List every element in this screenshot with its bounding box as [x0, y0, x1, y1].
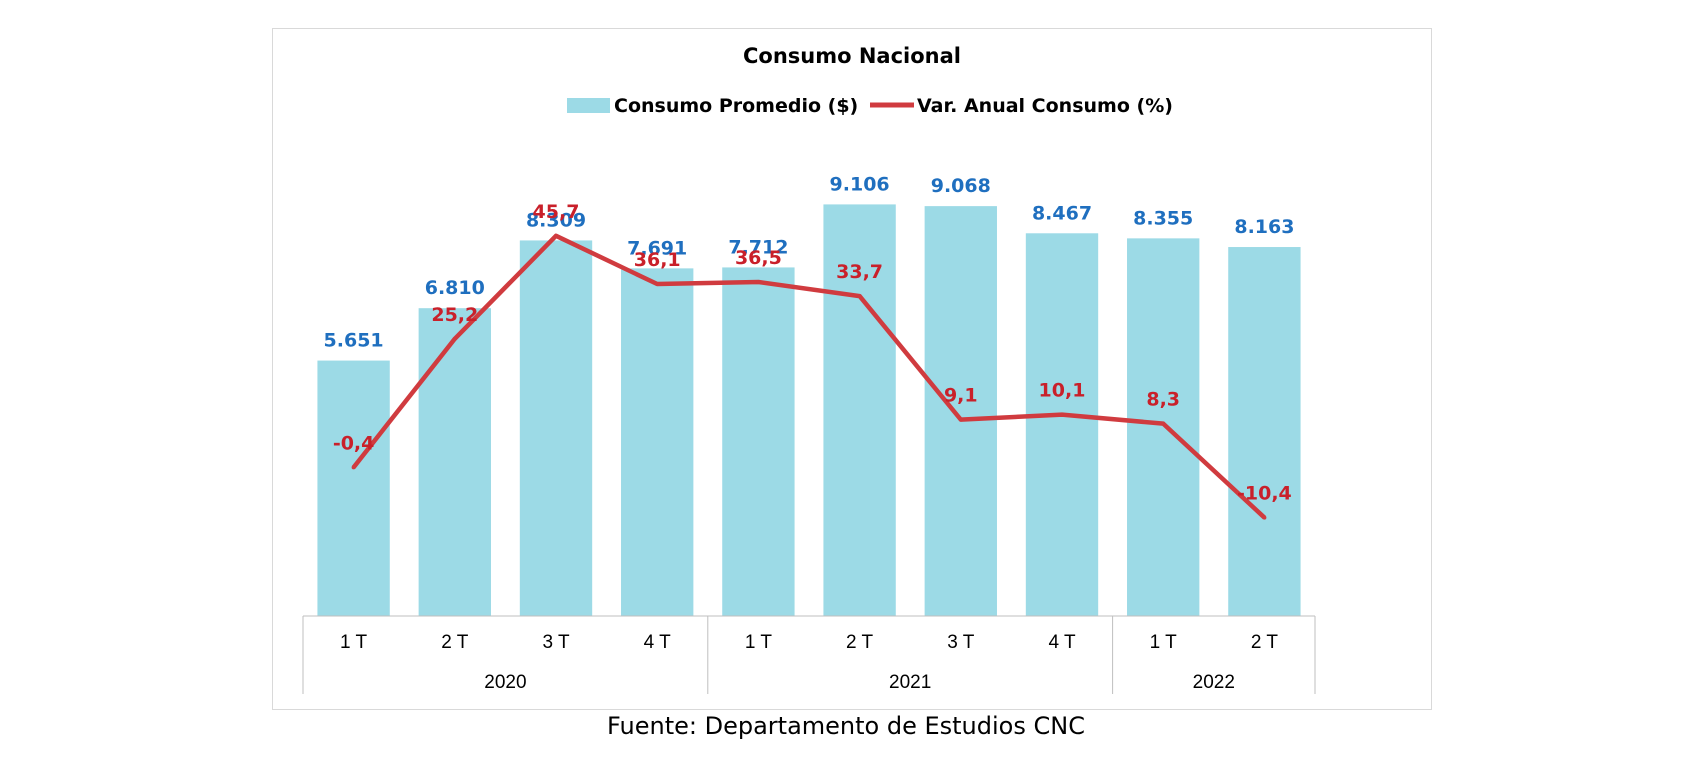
x-tick-label-6: 3 T	[947, 632, 975, 653]
line-label-5: 33,7	[836, 261, 883, 283]
x-tick-label-9: 2 T	[1251, 632, 1279, 653]
bar-1	[418, 308, 491, 616]
source-note: Fuente: Departamento de Estudios CNC	[607, 712, 1085, 740]
x-group-label-0: 2020	[484, 672, 526, 693]
x-tick-label-7: 4 T	[1048, 632, 1076, 653]
x-tick-label-1: 2 T	[441, 632, 469, 653]
legend-label-bar: Consumo Promedio ($)	[614, 95, 858, 117]
line-point-9	[1262, 515, 1267, 520]
bars	[317, 204, 1301, 616]
chart-title: Consumo Nacional	[743, 44, 961, 68]
bar-label-2: 8.309	[526, 209, 586, 231]
x-group-label-2: 2022	[1193, 672, 1235, 693]
line-point-6	[958, 417, 963, 422]
bar-8	[1127, 238, 1200, 616]
bar-label-5: 9.106	[830, 173, 890, 195]
x-tick-label-4: 1 T	[745, 632, 773, 653]
x-tick-label-0: 1 T	[340, 632, 368, 653]
bar-label-6: 9.068	[931, 175, 991, 197]
bar-label-8: 8.355	[1133, 207, 1193, 229]
bar-label-3: 7.691	[627, 237, 687, 259]
bar-3	[621, 268, 694, 616]
bar-label-9: 8.163	[1234, 216, 1294, 238]
line-series	[351, 233, 1267, 520]
bar-label-7: 8.467	[1032, 202, 1092, 224]
bar-label-4: 7.712	[728, 236, 788, 258]
line-label-9: -10,4	[1237, 483, 1292, 505]
line-label-2: 45,7	[533, 201, 580, 223]
line-label-7: 10,1	[1039, 380, 1086, 402]
bar-5	[823, 204, 896, 616]
legend-swatch-bar	[567, 98, 610, 113]
line-point-2	[554, 233, 558, 238]
line-label-0: -0,4	[333, 432, 375, 454]
bar-0	[317, 360, 390, 616]
chart-frame: Consumo Nacional Consumo Promedio ($) Va…	[272, 28, 1432, 710]
x-tick-label-2: 3 T	[542, 632, 570, 653]
bar-6	[924, 206, 997, 616]
line-label-4: 36,5	[735, 247, 782, 269]
bar-label-0: 5.651	[324, 330, 384, 352]
line-point-5	[857, 294, 862, 299]
line-point-8	[1161, 421, 1166, 426]
x-tick-label-5: 2 T	[846, 632, 874, 653]
line-label-8: 8,3	[1146, 389, 1180, 411]
line-label-1: 25,2	[431, 304, 478, 326]
line-path	[351, 233, 1266, 520]
x-tick-label-8: 1 T	[1150, 632, 1178, 653]
line-label-3: 36,1	[634, 249, 681, 271]
x-group-label-1: 2021	[889, 672, 931, 693]
line-point-7	[1060, 412, 1064, 417]
bar-9	[1228, 247, 1301, 616]
data-labels: 5.651 6.810 8.309 7.691 7.712 9.106 9.068 8.467…	[324, 173, 1295, 504]
bar-4	[722, 267, 795, 616]
line-point-3	[655, 282, 660, 287]
chart-area: Consumo Nacional Consumo Promedio ($) Va…	[302, 44, 1316, 694]
line-label-6: 9,1	[944, 385, 978, 407]
x-axis: 1 T 2 T 3 T 4 T 1 T 2 T 3 T 4 T 1 T 2 T 2020 2021 20…	[302, 615, 1316, 694]
line-point-0	[351, 465, 356, 470]
legend-label-line: Var. Anual Consumo (%)	[917, 95, 1173, 117]
bar-2	[519, 240, 593, 616]
legend: Consumo Promedio ($) Var. Anual Consumo …	[567, 95, 1173, 117]
bar-label-1: 6.810	[425, 277, 485, 299]
x-tick-label-3: 4 T	[644, 632, 672, 653]
line-point-4	[756, 280, 761, 285]
line-point-1	[452, 336, 457, 341]
bar-7	[1025, 233, 1099, 616]
